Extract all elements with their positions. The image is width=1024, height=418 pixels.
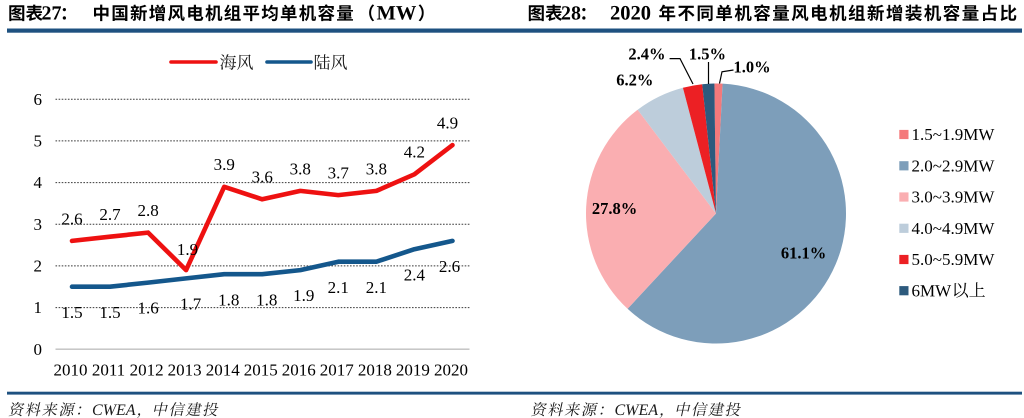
svg-text:1.9: 1.9: [177, 240, 198, 259]
svg-text:6: 6: [34, 90, 43, 109]
svg-text:3.9: 3.9: [214, 155, 235, 174]
svg-text:2: 2: [34, 257, 43, 276]
svg-text:5.0~5.9MW: 5.0~5.9MW: [912, 250, 996, 269]
svg-text:0: 0: [34, 340, 43, 359]
svg-text:4.2: 4.2: [404, 143, 425, 162]
svg-text:3.6: 3.6: [252, 168, 273, 187]
svg-text:2019: 2019: [396, 361, 430, 380]
svg-text:1: 1: [34, 298, 43, 317]
svg-text:5: 5: [34, 132, 43, 151]
svg-text:2017: 2017: [320, 361, 355, 380]
svg-text:2014: 2014: [206, 361, 241, 380]
svg-text:1.8: 1.8: [256, 290, 277, 309]
svg-text:2012: 2012: [130, 361, 164, 380]
svg-text:2.6: 2.6: [439, 257, 460, 276]
svg-text:2.4%: 2.4%: [628, 44, 665, 63]
svg-text:2.1: 2.1: [366, 278, 387, 297]
svg-text:1.5~1.9MW: 1.5~1.9MW: [912, 125, 996, 144]
svg-text:2020: 2020: [434, 361, 468, 380]
svg-text:2011: 2011: [92, 361, 125, 380]
svg-text:4.0~4.9MW: 4.0~4.9MW: [912, 219, 996, 238]
svg-text:61.1%: 61.1%: [781, 244, 826, 263]
svg-text:1.0%: 1.0%: [734, 57, 771, 76]
svg-text:1.5: 1.5: [99, 303, 120, 322]
svg-text:2016: 2016: [282, 361, 316, 380]
svg-text:1.7: 1.7: [180, 295, 202, 314]
svg-text:4.9: 4.9: [437, 114, 458, 133]
svg-text:2.7: 2.7: [99, 205, 121, 224]
svg-text:3: 3: [34, 215, 43, 234]
svg-text:3.8: 3.8: [366, 159, 387, 178]
svg-text:2.0~2.9MW: 2.0~2.9MW: [912, 156, 996, 175]
svg-text:3.0~3.9MW: 3.0~3.9MW: [912, 188, 996, 207]
svg-text:2.8: 2.8: [137, 201, 158, 220]
svg-text:1.6: 1.6: [137, 299, 158, 318]
svg-text:2010: 2010: [54, 361, 88, 380]
svg-text:27.8%: 27.8%: [592, 199, 637, 218]
svg-text:1.8: 1.8: [218, 290, 239, 309]
svg-text:1.5: 1.5: [61, 303, 82, 322]
svg-text:1.9: 1.9: [293, 286, 314, 305]
svg-text:2.6: 2.6: [61, 209, 82, 228]
svg-text:2.1: 2.1: [328, 278, 349, 297]
svg-text:2.4: 2.4: [404, 265, 426, 284]
svg-text:3.8: 3.8: [290, 159, 311, 178]
svg-text:2013: 2013: [168, 361, 202, 380]
svg-text:2015: 2015: [244, 361, 278, 380]
svg-text:2018: 2018: [358, 361, 392, 380]
svg-text:1.5%: 1.5%: [689, 44, 726, 63]
svg-text:4: 4: [34, 173, 43, 192]
svg-text:6.2%: 6.2%: [616, 70, 653, 89]
svg-text:3.7: 3.7: [328, 164, 350, 183]
